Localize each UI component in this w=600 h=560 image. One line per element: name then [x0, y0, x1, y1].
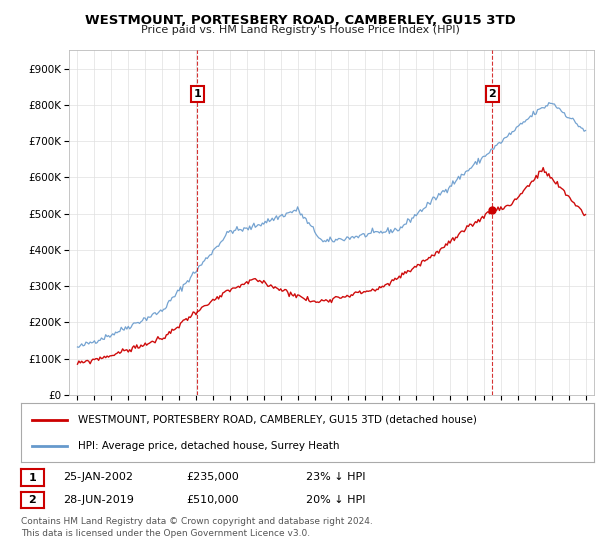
Text: 23% ↓ HPI: 23% ↓ HPI: [306, 472, 365, 482]
Text: Price paid vs. HM Land Registry's House Price Index (HPI): Price paid vs. HM Land Registry's House …: [140, 25, 460, 35]
Text: 2: 2: [29, 495, 36, 505]
Text: This data is licensed under the Open Government Licence v3.0.: This data is licensed under the Open Gov…: [21, 529, 310, 538]
Text: £235,000: £235,000: [186, 472, 239, 482]
Text: WESTMOUNT, PORTESBERY ROAD, CAMBERLEY, GU15 3TD (detached house): WESTMOUNT, PORTESBERY ROAD, CAMBERLEY, G…: [79, 414, 477, 424]
Text: 2: 2: [488, 89, 496, 99]
Text: 20% ↓ HPI: 20% ↓ HPI: [306, 494, 365, 505]
Text: 25-JAN-2002: 25-JAN-2002: [63, 472, 133, 482]
Text: 28-JUN-2019: 28-JUN-2019: [63, 494, 134, 505]
Text: HPI: Average price, detached house, Surrey Heath: HPI: Average price, detached house, Surr…: [79, 441, 340, 451]
Text: Contains HM Land Registry data © Crown copyright and database right 2024.: Contains HM Land Registry data © Crown c…: [21, 517, 373, 526]
Text: £510,000: £510,000: [186, 494, 239, 505]
Text: 1: 1: [193, 89, 201, 99]
Text: 1: 1: [29, 473, 36, 483]
Text: WESTMOUNT, PORTESBERY ROAD, CAMBERLEY, GU15 3TD: WESTMOUNT, PORTESBERY ROAD, CAMBERLEY, G…: [85, 14, 515, 27]
